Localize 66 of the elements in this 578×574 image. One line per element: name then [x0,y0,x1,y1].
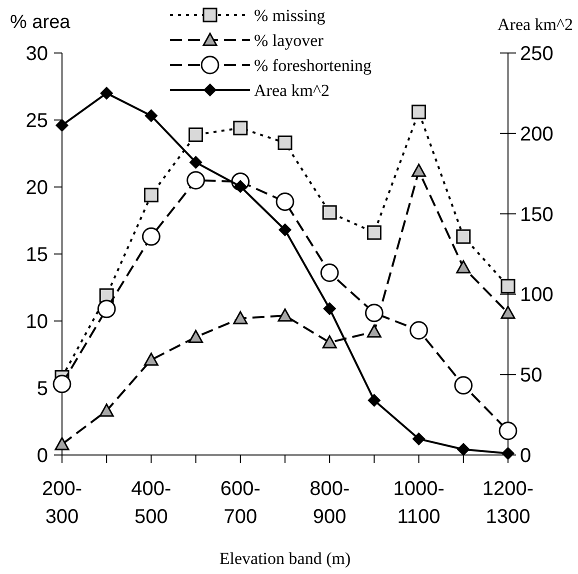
x-tick-label: 600- 700 [220,478,260,528]
point [233,311,248,324]
point [365,304,384,322]
point [412,164,426,177]
point [322,205,337,220]
point [52,374,72,394]
y-tick-label: 30 [26,43,48,65]
y2-tick-label: 200 [520,123,554,146]
legend-label: % missing [254,6,326,25]
point [97,300,116,318]
point [54,437,70,450]
point [144,109,158,122]
point [100,86,113,100]
x-tick-label: 200- 300 [42,478,82,528]
point [456,229,471,244]
point [144,188,158,202]
point [457,443,470,456]
point [410,321,428,340]
point [278,224,292,236]
point [498,422,518,440]
point [323,302,336,316]
legend-label: Area km^2 [254,80,330,100]
point [322,335,337,348]
point [368,394,381,407]
point [412,104,426,120]
point [320,264,339,282]
y2-tick-label: 250 [520,43,554,65]
x-tick-label: 1000- 1100 [393,478,444,528]
legend-label: % layover [254,30,324,50]
point [276,192,294,211]
point [56,119,68,132]
y-tick-label: 10 [26,311,48,333]
y-tick-label: 0 [36,445,48,467]
point [454,376,473,395]
y-tick-label: 25 [26,110,48,132]
x-tick-label: 400- 500 [131,478,172,528]
y2-tick-label: 150 [520,204,554,226]
point [144,352,158,366]
x-axis-title: Elevation band (m) [219,549,351,568]
point [278,308,292,322]
y-tick-label: 5 [36,378,48,400]
point [233,120,248,136]
point [366,225,382,240]
point [456,260,471,274]
point [99,404,114,417]
point [278,136,292,150]
legend-label: % foreshortening [254,56,372,75]
x-tick-label: 800- 900 [310,478,350,528]
point [142,227,160,246]
y2-tick-label: 100 [520,284,554,306]
y-tick-label: 20 [26,177,48,199]
y2-tick-label: 50 [520,364,542,387]
y-axis-title: % area [10,12,71,33]
point [502,447,514,460]
point [186,171,205,190]
point [500,278,516,294]
point [189,156,202,169]
y2-tick-label: 0 [520,445,532,467]
point [188,127,204,142]
point [412,432,426,446]
y-tick-label: 15 [26,244,48,266]
y2-axis-title: Area km^2 [498,15,573,34]
x-tick-label: 1200- 1300 [482,478,534,528]
point [188,330,204,344]
point [500,306,516,319]
point [366,324,382,338]
